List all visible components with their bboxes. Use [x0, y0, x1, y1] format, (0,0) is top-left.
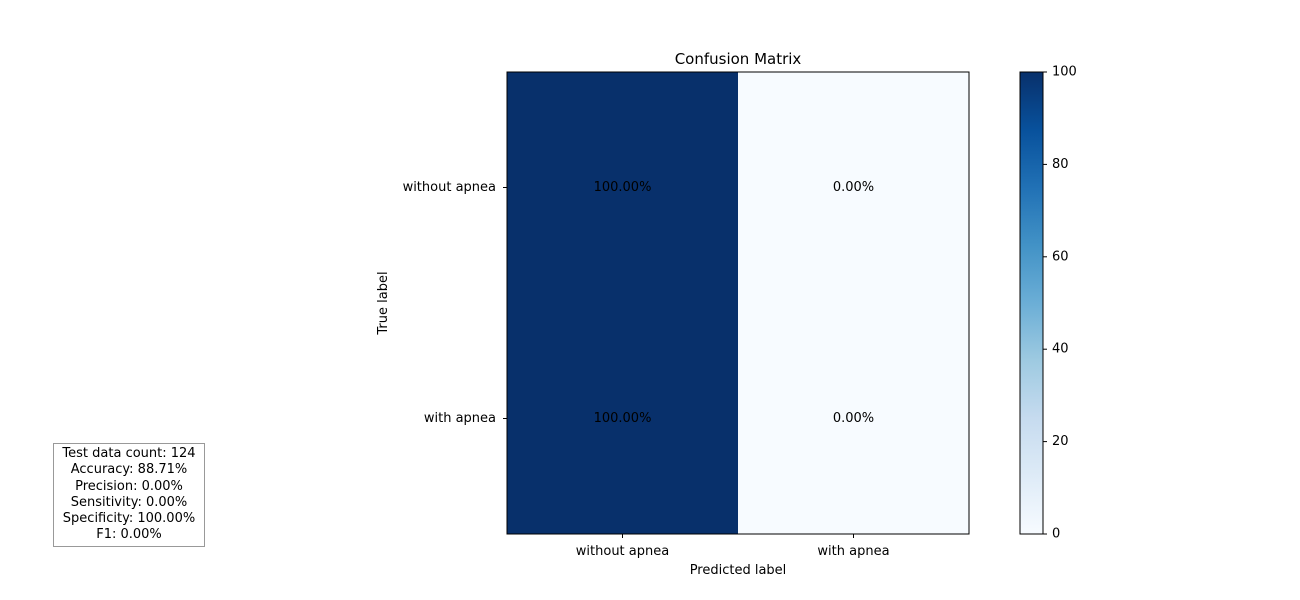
- heatmap-cell-labels: 100.00% 0.00% 100.00% 0.00%: [594, 180, 875, 426]
- chart-title: Confusion Matrix: [675, 50, 802, 68]
- colorbar-tick-label: 60: [1052, 249, 1069, 264]
- heatmap-cell: [738, 303, 969, 534]
- colorbar-ticks: 0 20 40 60 80 100: [1043, 65, 1077, 542]
- colorbar: [1019, 71, 1044, 535]
- sensitivity-text: Sensitivity: 0.00%: [70, 494, 188, 510]
- heatmap-cell: [507, 72, 738, 303]
- colorbar-tick-label: 100: [1052, 65, 1077, 80]
- colorbar-tick-label: 80: [1052, 157, 1069, 172]
- heatmap-cell: [507, 303, 738, 534]
- cell-value-label: 0.00%: [833, 411, 874, 426]
- test-count-text: Test data count: 124: [62, 446, 196, 461]
- precision-text: Precision: 0.00%: [75, 478, 183, 494]
- colorbar-tick-label: 40: [1052, 342, 1069, 357]
- cell-value-label: 100.00%: [594, 411, 652, 426]
- y-tick-label: with apnea: [424, 411, 496, 426]
- heatmap-cell: [738, 72, 969, 303]
- x-axis-ticks: without apnea with apnea: [576, 534, 890, 559]
- cell-value-label: 100.00%: [594, 180, 652, 195]
- x-tick-label: with apnea: [817, 544, 889, 559]
- specificity-text: Specificity: 100.00%: [62, 511, 196, 527]
- x-tick-label: without apnea: [576, 544, 669, 559]
- accuracy-text: Accuracy: 88.71%: [70, 462, 188, 478]
- metrics-summary-box: Test data count: 124 Accuracy: 88.71% Pr…: [53, 443, 205, 547]
- x-axis-label: Predicted label: [690, 563, 787, 578]
- plot-frame: [506, 71, 970, 535]
- colorbar-tick-label: 20: [1052, 434, 1069, 449]
- y-axis-ticks: without apnea with apnea: [403, 180, 507, 426]
- y-axis-label: True label: [376, 271, 391, 335]
- cell-value-label: 0.00%: [833, 180, 874, 195]
- y-tick-label: without apnea: [403, 180, 496, 195]
- colorbar-tick-label: 0: [1052, 527, 1060, 542]
- f1-text: F1: 0.00%: [96, 527, 162, 543]
- heatmap-cells: [507, 72, 969, 534]
